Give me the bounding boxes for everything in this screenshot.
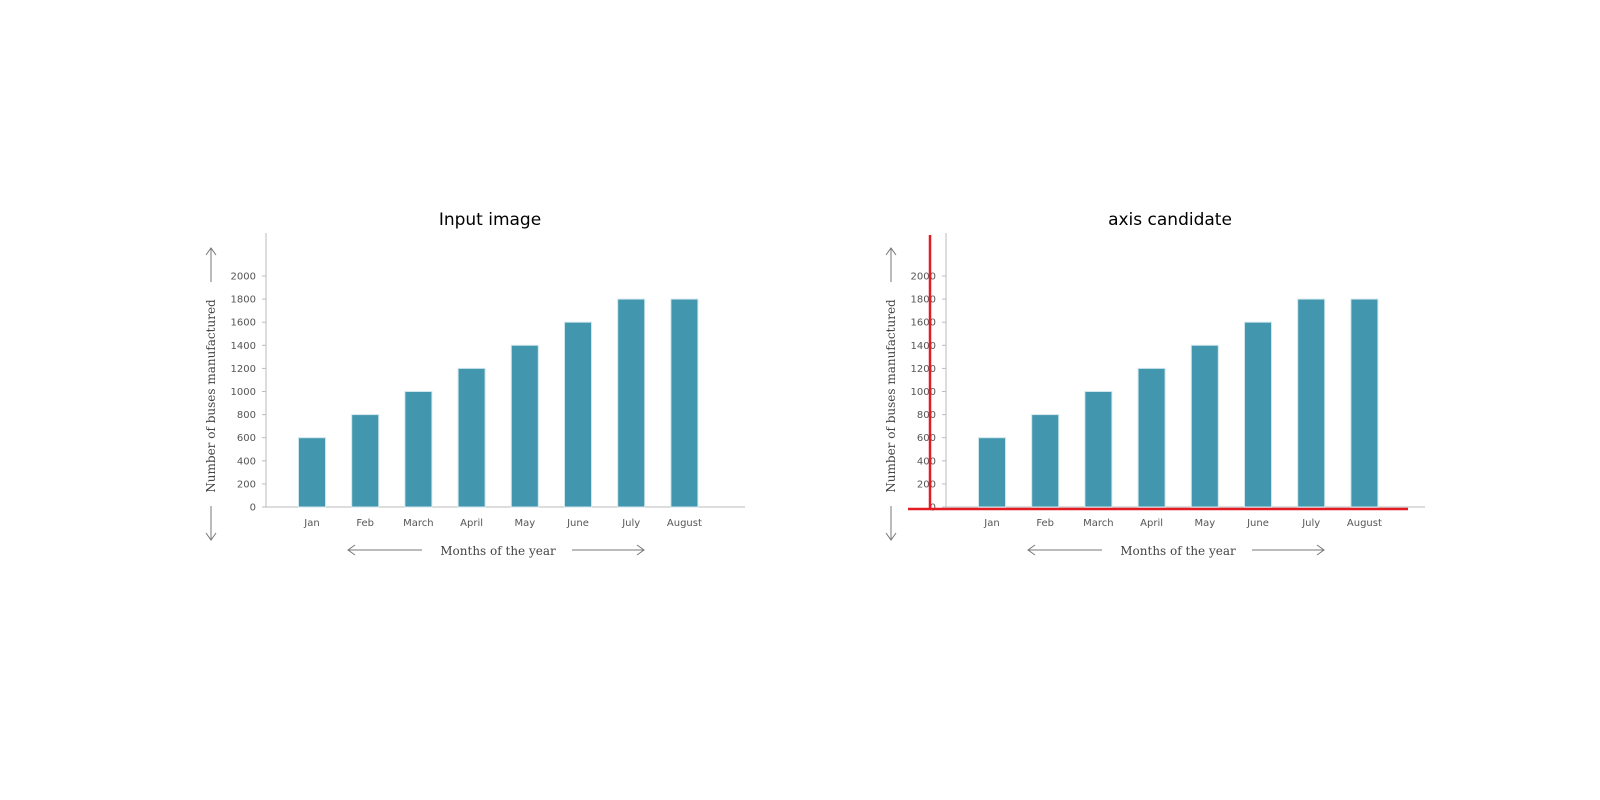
x-tick-label: August bbox=[667, 518, 702, 529]
x-axis-arrowhead-right bbox=[1316, 544, 1325, 556]
x-tick-label: May bbox=[514, 518, 535, 529]
y-axis-arrowhead-up bbox=[885, 247, 897, 256]
bar bbox=[1350, 298, 1379, 508]
x-tick-label: April bbox=[460, 518, 483, 529]
y-tick-label: 1400 bbox=[911, 341, 936, 352]
bar bbox=[298, 437, 326, 508]
y-tick-label: 0 bbox=[250, 503, 256, 514]
bar bbox=[510, 344, 539, 508]
bar bbox=[457, 367, 486, 508]
x-tick-label: Feb bbox=[356, 518, 374, 529]
bar bbox=[617, 298, 646, 508]
y-tick-label: 1200 bbox=[231, 364, 256, 375]
panel-title: axis candidate bbox=[1108, 210, 1232, 230]
x-tick-label: June bbox=[1246, 518, 1269, 529]
y-tick-label: 400 bbox=[917, 456, 936, 467]
y-axis-title: Number of buses manufactured bbox=[884, 299, 898, 493]
bar bbox=[670, 298, 699, 508]
y-tick-label: 1200 bbox=[911, 364, 936, 375]
axis-candidate-bar-chart: 0200400600800100012001400160018002000Jan… bbox=[884, 233, 1425, 558]
x-tick-label: May bbox=[1194, 518, 1215, 529]
y-tick-label: 200 bbox=[237, 479, 256, 490]
bar bbox=[1084, 391, 1113, 508]
y-tick-label: 1600 bbox=[231, 318, 256, 329]
y-tick-label: 1600 bbox=[911, 318, 936, 329]
y-axis-arrowhead-up bbox=[205, 247, 217, 256]
x-axis-title: Months of the year bbox=[1120, 544, 1236, 558]
y-axis-title: Number of buses manufactured bbox=[204, 299, 218, 493]
y-tick-label: 1800 bbox=[911, 295, 936, 306]
y-tick-label: 200 bbox=[917, 479, 936, 490]
x-tick-label: July bbox=[1301, 518, 1320, 529]
bar bbox=[1190, 344, 1219, 508]
x-tick-label: July bbox=[621, 518, 640, 529]
x-axis-title: Months of the year bbox=[440, 544, 556, 558]
bar bbox=[564, 321, 592, 508]
bar bbox=[351, 414, 380, 508]
x-tick-label: March bbox=[403, 518, 433, 529]
y-tick-label: 400 bbox=[237, 456, 256, 467]
x-tick-label: Feb bbox=[1036, 518, 1054, 529]
input-image-panel: Input image 0 200 400 600 800 1000 1200 1400 160… bbox=[180, 200, 800, 600]
bar bbox=[1297, 298, 1326, 508]
y-tick-label: 800 bbox=[917, 410, 936, 421]
x-axis-arrowhead-left bbox=[347, 544, 356, 556]
axis-candidate-panel: axis candidate 0200400600800100012001400… bbox=[860, 200, 1480, 600]
bar bbox=[978, 437, 1006, 508]
y-tick-label: 1400 bbox=[231, 341, 256, 352]
y-tick-label: 800 bbox=[237, 410, 256, 421]
y-tick-label: 600 bbox=[237, 433, 256, 444]
y-tick-label: 1000 bbox=[231, 387, 256, 398]
input-bar-chart: 0 200 400 600 800 1000 1200 1400 1600 1800 2000 Jan… bbox=[204, 233, 745, 558]
x-tick-label: August bbox=[1347, 518, 1382, 529]
x-tick-label: March bbox=[1083, 518, 1113, 529]
x-tick-label: Jan bbox=[983, 518, 999, 529]
bar bbox=[1137, 367, 1166, 508]
y-tick-label: 1000 bbox=[911, 387, 936, 398]
x-axis-arrowhead-left bbox=[1027, 544, 1036, 556]
y-axis-arrowhead-down bbox=[205, 532, 217, 541]
x-tick-label: April bbox=[1140, 518, 1163, 529]
bar bbox=[1031, 414, 1060, 508]
bar bbox=[404, 391, 433, 508]
x-axis-arrowhead-right bbox=[636, 544, 645, 556]
y-tick-label: 1800 bbox=[231, 295, 256, 306]
panel-title: Input image bbox=[438, 210, 542, 230]
y-tick-label: 2000 bbox=[911, 272, 936, 283]
y-axis-arrowhead-down bbox=[885, 532, 897, 541]
x-tick-label: June bbox=[566, 518, 589, 529]
y-tick-label: 2000 bbox=[231, 272, 256, 283]
y-tick-label: 600 bbox=[917, 433, 936, 444]
bar bbox=[1244, 321, 1272, 508]
x-tick-label: Jan bbox=[303, 518, 319, 529]
